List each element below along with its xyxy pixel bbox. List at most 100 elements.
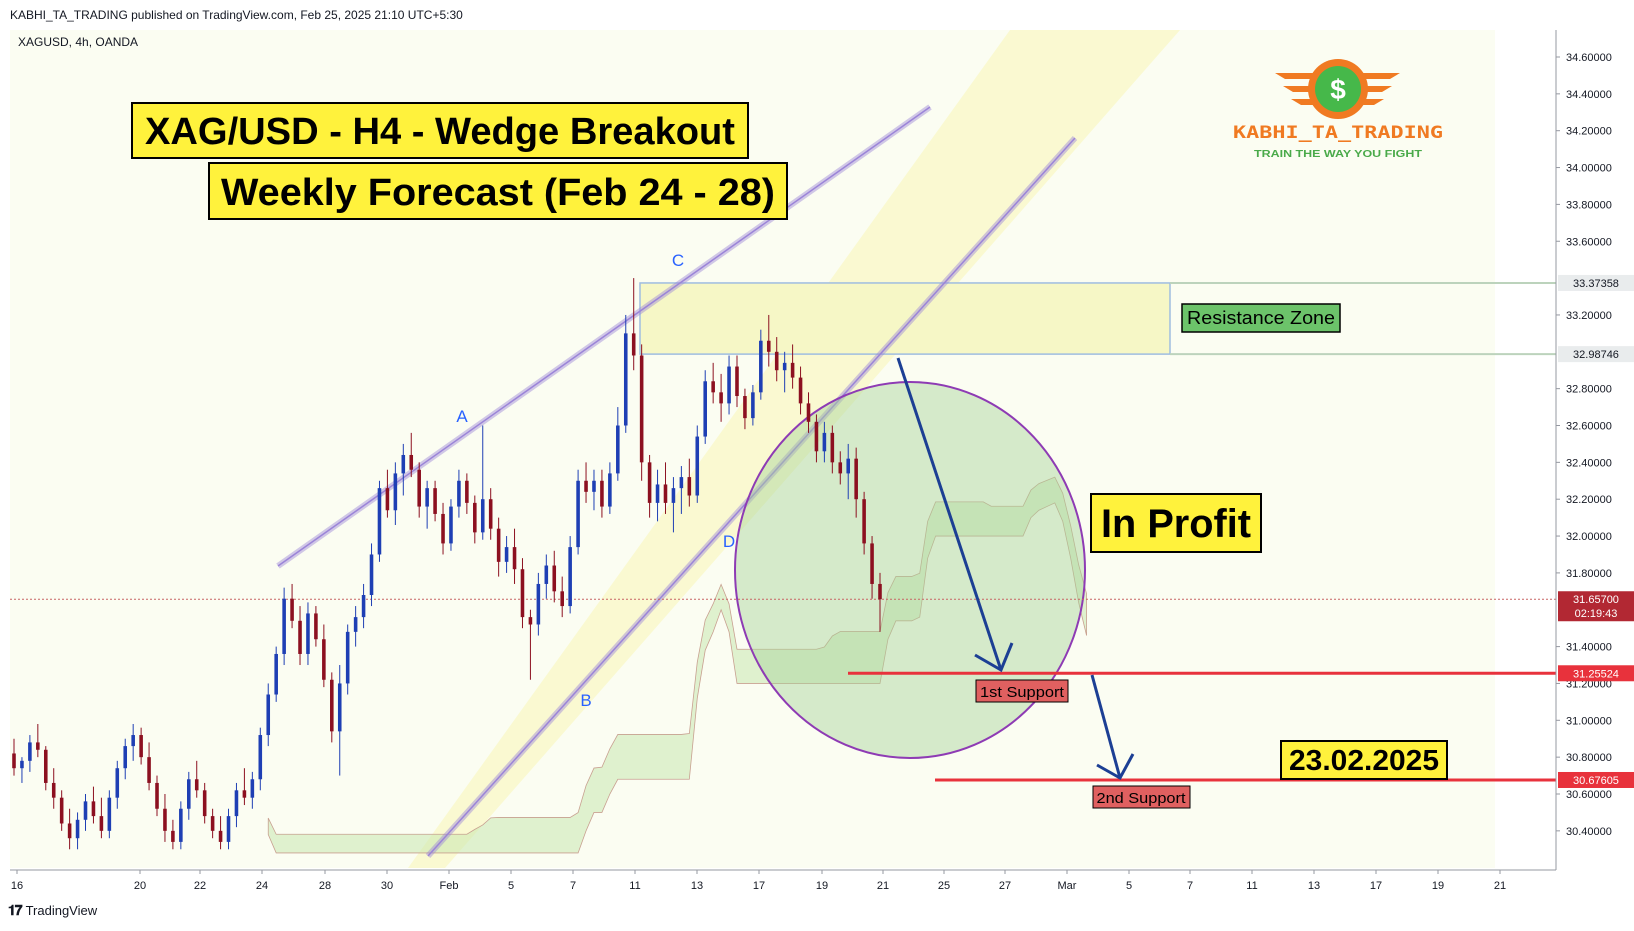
price-label-text: 31.65700 (1573, 594, 1619, 606)
date-label: 23.02.2025 (1289, 745, 1439, 777)
publish-header: KABHI_TA_TRADING published on TradingVie… (10, 8, 463, 22)
candle-body (806, 403, 811, 422)
candle-body (298, 620, 302, 654)
chart-title: XAG/USD - H4 - Wedge Breakout (145, 111, 735, 153)
candle-body (735, 366, 739, 397)
candle-body (139, 735, 143, 758)
tradingview-logo-icon: 𝟏𝟕 (8, 902, 23, 918)
support2-label-box (1092, 785, 1191, 809)
chart-subtitle: Weekly Forecast (Feb 24 - 28) (221, 172, 775, 214)
candle-body (862, 499, 866, 544)
x-tick-label: 13 (1308, 880, 1320, 892)
candle-body (147, 757, 151, 783)
candlestick-series (12, 278, 882, 850)
y-tick-label: 30.60000 (1566, 789, 1612, 801)
candle-body (250, 779, 255, 798)
candle-body (528, 617, 533, 625)
x-tick-label: 30 (381, 880, 393, 892)
time-axis[interactable] (10, 870, 1556, 896)
candle-body (592, 480, 596, 492)
candle-body (131, 735, 135, 747)
resistance-zone (639, 282, 1171, 355)
candle-body (226, 816, 231, 842)
candle-body (560, 591, 564, 607)
forecast-arrow-1-head (974, 642, 1014, 673)
candle-body (123, 746, 128, 769)
candle-body (314, 613, 318, 640)
forecast-arrow-2-shaft (1090, 674, 1122, 779)
support2-label: 2nd Support (1097, 790, 1187, 807)
time-axis-ticks: 16 20 22 24 28 30 Feb 5 7 11 13 17 19 21 25 27 Mar 5 7 11 13… (11, 870, 1506, 892)
wave-label-a: A (456, 407, 468, 426)
wave-label-b: B (580, 691, 591, 710)
candle-body (854, 458, 858, 500)
candle-body (520, 569, 525, 618)
candle-body (377, 488, 382, 555)
candle-body (179, 808, 183, 842)
price-axis[interactable] (1556, 30, 1634, 868)
x-tick-label: 16 (11, 880, 23, 892)
price-label-text: 33.37358 (1573, 278, 1619, 290)
countdown-label-text: 02:19:43 (1575, 608, 1618, 620)
candle-body (766, 340, 771, 352)
y-tick-label: 30.80000 (1566, 752, 1612, 764)
x-tick-label: 19 (1432, 880, 1444, 892)
y-tick-label: 31.20000 (1566, 678, 1612, 690)
candle-body (631, 333, 636, 356)
x-tick-label: 5 (1126, 880, 1132, 892)
candle-body (878, 583, 882, 600)
candle-body (504, 547, 509, 562)
in-profit-label: In Profit (1101, 502, 1251, 546)
candle-body (266, 694, 271, 736)
y-tick-label: 34.00000 (1566, 163, 1612, 175)
tradingview-footer[interactable]: 𝟏𝟕 TradingView (8, 902, 97, 919)
price-label-text: 30.67605 (1573, 775, 1619, 787)
candle-body (43, 749, 48, 783)
price-axis-ticks: 34.60000 34.40000 34.20000 34.00000 33.80000… (1556, 52, 1612, 838)
candle-body (703, 381, 707, 437)
lower-wedge-line-core (427, 137, 1076, 857)
candle-body (401, 454, 406, 474)
footer-brand: TradingView (25, 903, 98, 918)
candle-body (425, 488, 429, 507)
candle-body (361, 595, 366, 618)
candle-body (115, 768, 120, 798)
y-tick-label: 33.60000 (1566, 236, 1612, 248)
price-label-box (1558, 771, 1634, 788)
candle-body (647, 462, 652, 503)
candle-body (584, 480, 588, 492)
x-tick-label: 25 (938, 880, 950, 892)
candle-body (616, 425, 620, 474)
x-tick-label: 20 (134, 880, 146, 892)
x-tick-label: 7 (570, 880, 576, 892)
candle-body (187, 779, 191, 809)
candle-body (774, 351, 779, 371)
candle-body (306, 613, 310, 654)
cloud-area (267, 476, 1087, 854)
candle-body (671, 488, 676, 503)
candle-body (751, 392, 755, 419)
candle-body (822, 432, 827, 452)
candle-body (838, 462, 843, 474)
candle-body (600, 480, 604, 507)
candle-body (107, 797, 112, 831)
x-tick-label: 17 (1370, 880, 1382, 892)
candle-body (194, 779, 199, 791)
candle-body (409, 454, 414, 470)
resistance-label-box (1181, 303, 1341, 333)
forecast-arrow-2-head (1096, 753, 1135, 781)
x-tick-label: 19 (816, 880, 828, 892)
candle-body (465, 480, 469, 503)
candle-body (814, 421, 819, 452)
candle-body (67, 823, 72, 839)
candle-body (496, 528, 501, 562)
y-tick-label: 31.40000 (1566, 642, 1612, 654)
candle-body (258, 735, 263, 780)
candle-body (743, 396, 747, 419)
y-tick-label: 31.80000 (1566, 568, 1612, 580)
candle-body (83, 801, 88, 820)
y-tick-label: 32.60000 (1566, 421, 1612, 433)
y-tick-label: 32.80000 (1566, 384, 1612, 396)
candle-body (480, 499, 485, 533)
